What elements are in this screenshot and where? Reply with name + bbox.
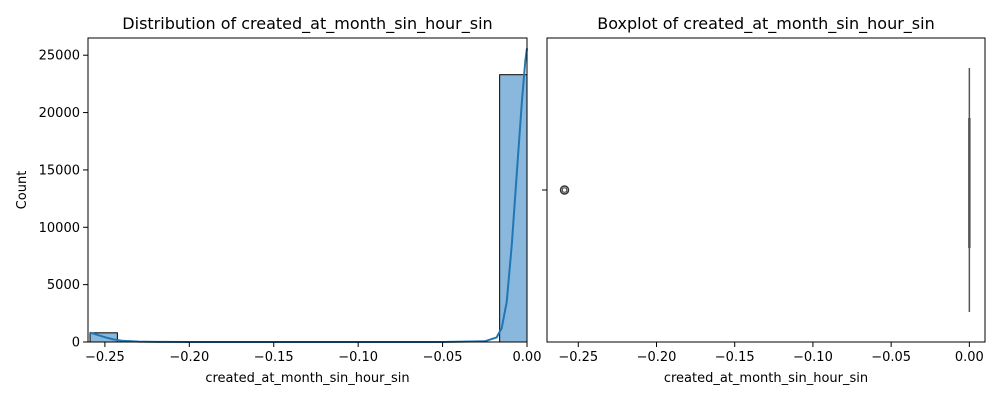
histogram-x-tick-label: −0.15 <box>254 350 294 365</box>
histogram-panel: Distribution of created_at_month_sin_hou… <box>15 14 541 386</box>
histogram-y-tick-label: 0 <box>72 336 80 351</box>
histogram-axes-frame <box>87 37 528 343</box>
histogram-x-tick-label: −0.25 <box>85 350 125 365</box>
boxplot-x-tick-label: −0.20 <box>637 350 677 365</box>
histogram-y-label: Count <box>15 171 30 210</box>
histogram-x-tick-label: −0.05 <box>423 350 463 365</box>
boxplot-x-tick-label: −0.25 <box>558 350 598 365</box>
boxplot-x-label: created_at_month_sin_hour_sin <box>664 371 868 386</box>
boxplot-x-tick-label: −0.10 <box>793 350 833 365</box>
histogram-x-label: created_at_month_sin_hour_sin <box>205 371 409 386</box>
histogram-x-tick-label: −0.10 <box>338 350 378 365</box>
histogram-bars <box>89 74 528 343</box>
histogram-y-tick-label: 10000 <box>39 221 80 236</box>
kde-curve <box>89 48 528 343</box>
histogram-x-tick-label: 0.00 <box>513 350 542 365</box>
histogram-x-tick-label: −0.20 <box>169 350 209 365</box>
histogram-title: Distribution of created_at_month_sin_hou… <box>122 14 492 34</box>
boxplot-outlier-0 <box>559 185 570 195</box>
histogram-y-tick-label: 15000 <box>39 163 80 178</box>
histogram-y-ticks: 0 5000 10000 15000 20000 25000 <box>39 49 88 351</box>
boxplot-x-tick-label: 0.00 <box>955 350 984 365</box>
boxplot-x-ticks: −0.25 −0.20 −0.15 −0.10 −0.05 0.00 <box>558 342 984 365</box>
histogram-y-tick-label: 25000 <box>39 49 80 64</box>
boxplot-title: Boxplot of created_at_month_sin_hour_sin <box>597 14 934 34</box>
histogram-y-tick-label: 20000 <box>39 106 80 121</box>
histogram-y-tick-label: 5000 <box>47 278 80 293</box>
histogram-x-ticks: −0.25 −0.20 −0.15 −0.10 −0.05 0.00 <box>85 342 542 365</box>
boxplot-axes-frame <box>546 37 986 343</box>
boxplot-panel: Boxplot of created_at_month_sin_hour_sin… <box>542 14 986 386</box>
histogram-bar-1 <box>499 74 528 343</box>
boxplot-x-tick-label: −0.05 <box>871 350 911 365</box>
boxplot-x-tick-label: −0.15 <box>715 350 755 365</box>
boxplot-outliers <box>559 185 570 195</box>
boxplot-outlier-inner-0 <box>561 187 568 193</box>
